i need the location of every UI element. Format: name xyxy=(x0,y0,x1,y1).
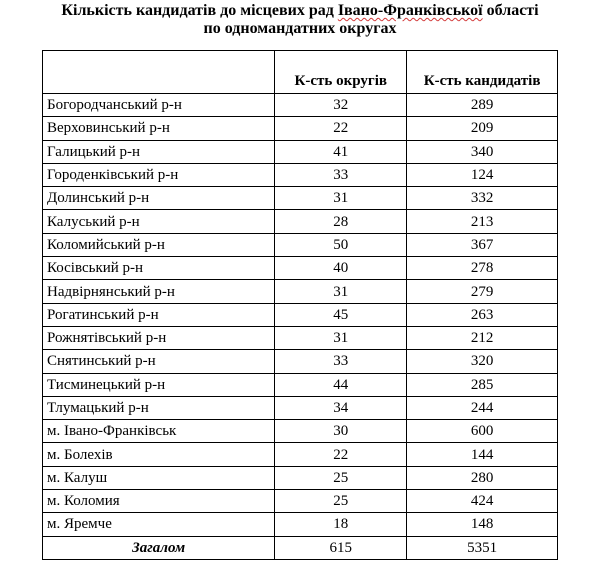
row-name-cell: Косівський р-н xyxy=(41,256,276,281)
row-districts-cell: 33 xyxy=(274,349,408,374)
table-row: Коломийський р-н 50 367 xyxy=(41,232,558,258)
row-candidates-cell: 213 xyxy=(406,209,558,234)
row-districts-cell: 31 xyxy=(274,186,408,211)
row-name-cell: Богородчанський р-н xyxy=(41,92,276,118)
row-districts-cell: 22 xyxy=(274,116,408,141)
candidates-table: К-сть округів К-сть кандидатів Богородча… xyxy=(41,50,558,560)
total-candidates: 5351 xyxy=(406,535,558,560)
table-row: Косівський р-н 40 278 xyxy=(41,256,558,281)
table-row: м. Коломия 25 424 xyxy=(41,489,558,514)
table-row: м. Болехів 22 144 xyxy=(41,442,558,467)
row-name-cell: Калуський р-н xyxy=(41,209,276,234)
row-districts-cell: 28 xyxy=(274,209,408,234)
row-districts-cell: 34 xyxy=(274,395,408,421)
row-name-cell: м. Калуш xyxy=(41,465,276,491)
row-candidates-cell: 289 xyxy=(406,92,558,118)
header-cell-candidates: К-сть кандидатів xyxy=(406,50,558,94)
table-row: Верховинський р-н 22 209 xyxy=(41,116,558,141)
row-districts-cell: 25 xyxy=(274,489,408,514)
table-row: Богородчанський р-н 32 289 xyxy=(41,92,558,118)
row-name-cell: Надвірнянський р-н xyxy=(41,279,276,304)
row-name-cell: Тлумацький р-н xyxy=(41,395,276,421)
row-name-cell: Снятинський р-н xyxy=(41,349,276,374)
row-districts-cell: 31 xyxy=(274,279,408,304)
table-row: Городенківський р-н 33 124 xyxy=(41,162,558,188)
row-districts-cell: 30 xyxy=(274,419,408,444)
row-name-cell: Рожнятівський р-н xyxy=(41,325,276,351)
row-candidates-cell: 600 xyxy=(406,419,558,444)
row-candidates-cell: 244 xyxy=(406,395,558,421)
row-name-cell: м. Болехів xyxy=(41,442,276,467)
row-name-cell: м. Яремче xyxy=(41,512,276,537)
row-districts-cell: 32 xyxy=(274,92,408,118)
row-candidates-cell: 209 xyxy=(406,116,558,141)
document-title: Кількість кандидатів до місцевих рад Іва… xyxy=(0,2,600,38)
header-cell-districts: К-сть округів xyxy=(274,50,408,94)
row-candidates-cell: 320 xyxy=(406,349,558,374)
row-candidates-cell: 279 xyxy=(406,279,558,304)
table-row: Рожнятівський р-н 31 212 xyxy=(41,325,558,351)
row-name-cell: Коломийський р-н xyxy=(41,232,276,258)
title-line-1: Кількість кандидатів до місцевих рад Іва… xyxy=(0,2,600,20)
row-name-cell: Рогатинський р-н xyxy=(41,302,276,327)
table-row: Тлумацький р-н 34 244 xyxy=(41,395,558,421)
table-header-row: К-сть округів К-сть кандидатів xyxy=(41,50,558,94)
table-row: Надвірнянський р-н 31 279 xyxy=(41,279,558,304)
table-row: Калуський р-н 28 213 xyxy=(41,209,558,234)
table-row: м. Івано-Франківськ 30 600 xyxy=(41,419,558,444)
table-total-row: Загалом 615 5351 xyxy=(41,535,558,560)
table-row: Галицький р-н 41 340 xyxy=(41,139,558,164)
row-candidates-cell: 340 xyxy=(406,139,558,164)
table-row: Долинський р-н 31 332 xyxy=(41,186,558,211)
row-districts-cell: 18 xyxy=(274,512,408,537)
row-candidates-cell: 263 xyxy=(406,302,558,327)
row-name-cell: м. Коломия xyxy=(41,489,276,514)
row-candidates-cell: 148 xyxy=(406,512,558,537)
row-districts-cell: 41 xyxy=(274,139,408,164)
row-candidates-cell: 285 xyxy=(406,372,558,397)
row-districts-cell: 50 xyxy=(274,232,408,258)
header-cell-name xyxy=(41,50,276,94)
row-districts-cell: 22 xyxy=(274,442,408,467)
row-candidates-cell: 367 xyxy=(406,232,558,258)
title-line-1-part-1: Кількість кандидатів до місцевих рад xyxy=(61,2,338,19)
table-row: Тисминецький р-н 44 285 xyxy=(41,372,558,397)
title-line-2: по одномандатних округах xyxy=(203,20,397,37)
row-candidates-cell: 278 xyxy=(406,256,558,281)
row-candidates-cell: 212 xyxy=(406,325,558,351)
total-label: Загалом xyxy=(41,535,276,560)
title-line-1-part-3: області xyxy=(482,2,539,19)
row-districts-cell: 33 xyxy=(274,162,408,188)
row-districts-cell: 44 xyxy=(274,372,408,397)
row-name-cell: Верховинський р-н xyxy=(41,116,276,141)
table-body: Богородчанський р-н 32 289 Верховинський р-… xyxy=(41,92,558,537)
row-name-cell: Долинський р-н xyxy=(41,186,276,211)
table-row: Рогатинський р-н 45 263 xyxy=(41,302,558,327)
row-districts-cell: 25 xyxy=(274,465,408,491)
row-candidates-cell: 124 xyxy=(406,162,558,188)
table-row: Снятинський р-н 33 320 xyxy=(41,349,558,374)
table-row: м. Яремче 18 148 xyxy=(41,512,558,537)
row-candidates-cell: 332 xyxy=(406,186,558,211)
row-name-cell: Галицький р-н xyxy=(41,139,276,164)
row-candidates-cell: 144 xyxy=(406,442,558,467)
row-districts-cell: 40 xyxy=(274,256,408,281)
table-row: м. Калуш 25 280 xyxy=(41,465,558,491)
row-candidates-cell: 424 xyxy=(406,489,558,514)
title-line-1-spellcheck-word: Івано-Франківської xyxy=(337,2,483,19)
row-candidates-cell: 280 xyxy=(406,465,558,491)
row-districts-cell: 31 xyxy=(274,325,408,351)
row-name-cell: Городенківський р-н xyxy=(41,162,276,188)
row-name-cell: Тисминецький р-н xyxy=(41,372,276,397)
total-districts: 615 xyxy=(274,535,408,560)
row-name-cell: м. Івано-Франківськ xyxy=(41,419,276,444)
row-districts-cell: 45 xyxy=(274,302,408,327)
